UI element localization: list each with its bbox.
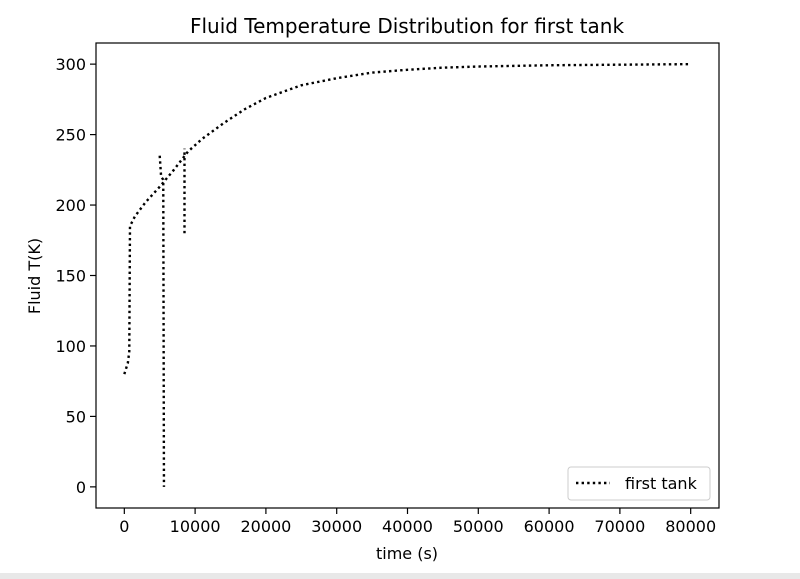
- window-bottom-strip: [0, 573, 800, 579]
- x-tick-label: 50000: [453, 517, 504, 536]
- x-tick-label: 0: [119, 517, 129, 536]
- axis-ticks: 0 10000 20000 30000 40000 50000 60000 70000 8000…: [55, 55, 716, 536]
- y-tick-label: 300: [55, 55, 86, 74]
- legend-label: first tank: [625, 474, 698, 493]
- y-axis-label: Fluid T(K): [25, 238, 44, 314]
- y-tick-label: 200: [55, 196, 86, 215]
- x-tick-label: 60000: [524, 517, 575, 536]
- y-tick-label: 250: [55, 126, 86, 145]
- legend-box: [567, 466, 711, 501]
- x-tick-label: 20000: [240, 517, 291, 536]
- y-tick-label: 150: [55, 267, 86, 286]
- series-line-segment: [158, 155, 166, 487]
- x-axis-label: time (s): [376, 544, 438, 563]
- x-tick-label: 30000: [311, 517, 362, 536]
- x-tick-label: 40000: [382, 517, 433, 536]
- y-tick-label: 0: [76, 478, 86, 497]
- legend: first tank: [567, 466, 711, 501]
- chart-title: Fluid Temperature Distribution for first…: [190, 14, 625, 38]
- x-tick-label: 10000: [170, 517, 221, 536]
- x-tick-label: 70000: [594, 517, 645, 536]
- x-tick-label: 80000: [665, 517, 716, 536]
- y-tick-label: 100: [55, 337, 86, 356]
- y-tick-label: 50: [66, 407, 86, 426]
